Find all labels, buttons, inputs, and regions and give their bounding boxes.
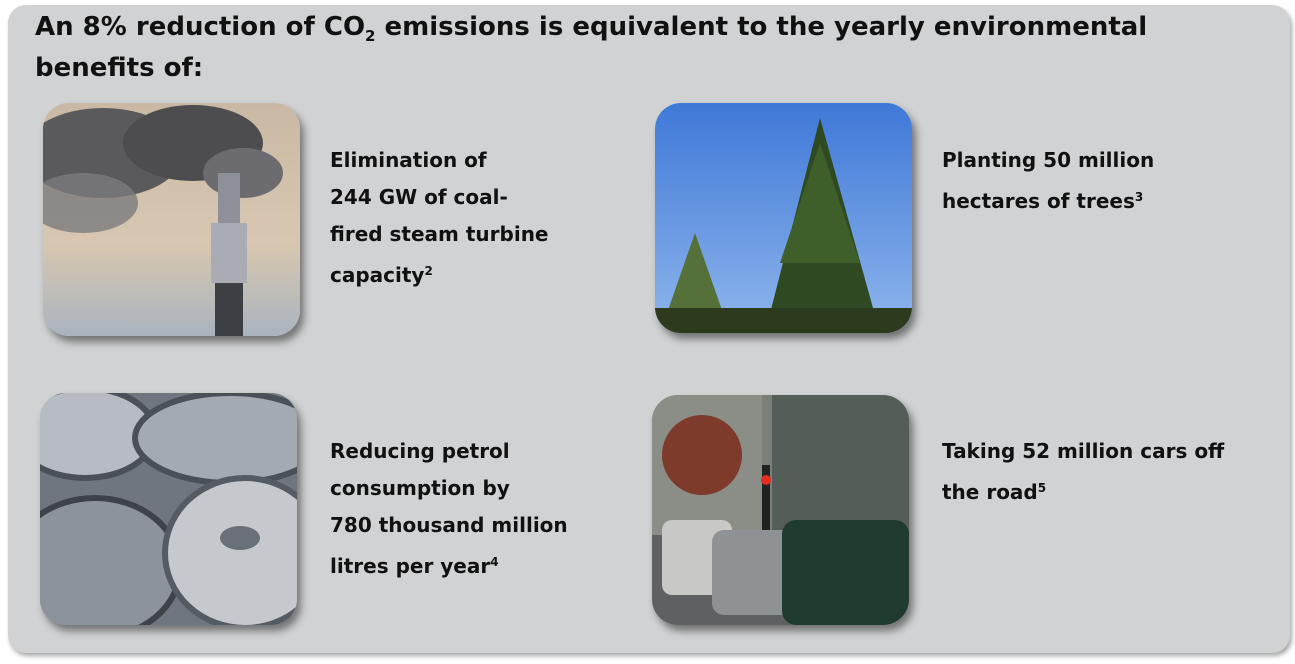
item-line: 780 thousand million [330,513,568,537]
barrels-image [40,393,297,625]
footnote-mark: 4 [490,555,499,569]
barrels-photo [40,393,297,625]
footnote-mark: 2 [424,264,433,278]
panel: An 8% reduction of CO2 emissions is equi… [8,5,1290,653]
smokestack-image [43,103,300,336]
item-text: Taking 52 million cars off the road5 [942,433,1224,511]
tree-image [655,103,912,333]
tree-photo [655,103,912,333]
smokestack-photo [43,103,300,336]
item-line: litres per year4 [330,554,499,578]
item-text: Elimination of 244 GW of coal-fired steam… [330,142,549,294]
item-text: Reducing petrol consumption by 780 thousan… [330,433,568,585]
item-line: Taking 52 million cars off [942,439,1225,463]
title: An 8% reduction of CO2 emissions is equi… [35,11,1215,84]
footnote-mark: 3 [1134,190,1144,204]
item-line: fired steam turbine [330,222,549,246]
item-line: 244 GW of coal- [330,185,508,209]
title-subscript: 2 [365,27,376,46]
item-line: Reducing petrol [330,439,510,463]
item-line: Planting 50 million [942,148,1155,172]
footnote-mark: 5 [1037,481,1047,495]
traffic-photo [652,395,909,625]
item-line: hectares of trees3 [942,189,1144,213]
item-text: Planting 50 million hectares of trees3 [942,142,1154,220]
item-line: the road5 [942,480,1047,504]
title-text: emissions is equivalent to the yearly en… [35,12,1148,84]
item-line: capacity2 [330,263,433,287]
item-line: Elimination of [330,148,487,172]
title-text: An 8% reduction of CO [35,12,366,42]
traffic-image [652,395,909,625]
item-line: consumption by [330,476,510,500]
